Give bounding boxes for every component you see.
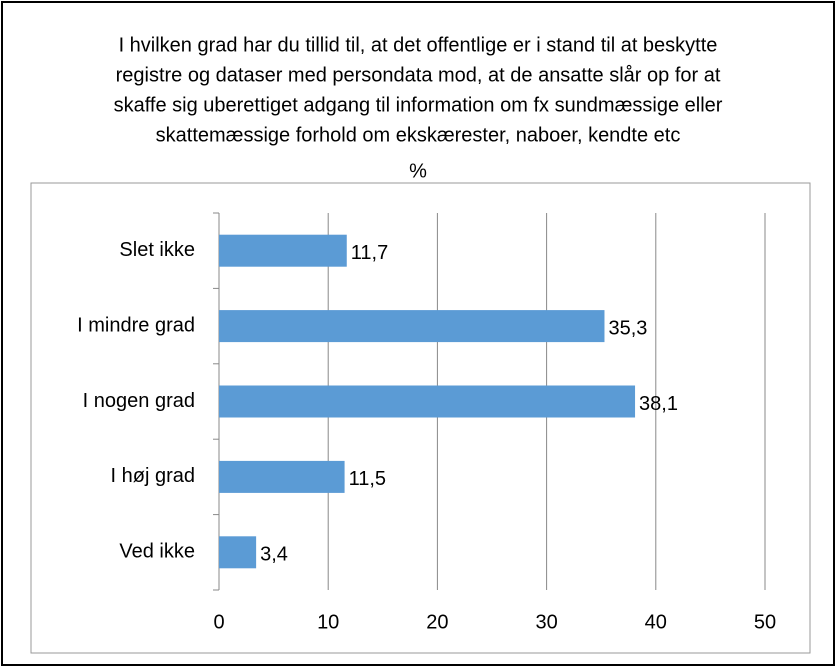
y-tick-label: I nogen grad	[83, 390, 195, 412]
y-tick-label: I mindre grad	[77, 314, 195, 336]
bar	[219, 536, 257, 569]
chart-title: registre og dataser med persondata mod, …	[116, 64, 721, 86]
x-tick-label: 50	[754, 611, 776, 633]
x-tick-label: 40	[645, 611, 667, 633]
bar	[219, 460, 345, 493]
bar	[219, 234, 347, 267]
chart-title: I hvilken grad har du tillid til, at det…	[119, 34, 718, 56]
x-tick-label: 20	[426, 611, 448, 633]
bar	[219, 310, 605, 343]
data-label: 3,4	[260, 544, 288, 566]
chart-title: skattemæssige forhold om ekskærester, na…	[156, 124, 681, 146]
x-tick-label: 30	[535, 611, 557, 633]
chart-subtitle: %	[409, 160, 427, 182]
plot-border	[30, 182, 811, 654]
data-label: 35,3	[608, 317, 647, 339]
x-tick-label: 10	[317, 611, 339, 633]
chart-title: skaffe sig uberettiget adgang til inform…	[114, 94, 723, 116]
y-tick-label: Slet ikke	[119, 239, 195, 261]
y-tick-label: Ved ikke	[119, 541, 195, 563]
bar	[219, 385, 636, 418]
data-label: 11,5	[349, 468, 386, 490]
x-tick-label: 0	[213, 611, 224, 633]
data-label: 38,1	[639, 393, 678, 415]
y-tick-label: I høj grad	[111, 465, 195, 487]
data-label: 11,7	[351, 242, 388, 264]
